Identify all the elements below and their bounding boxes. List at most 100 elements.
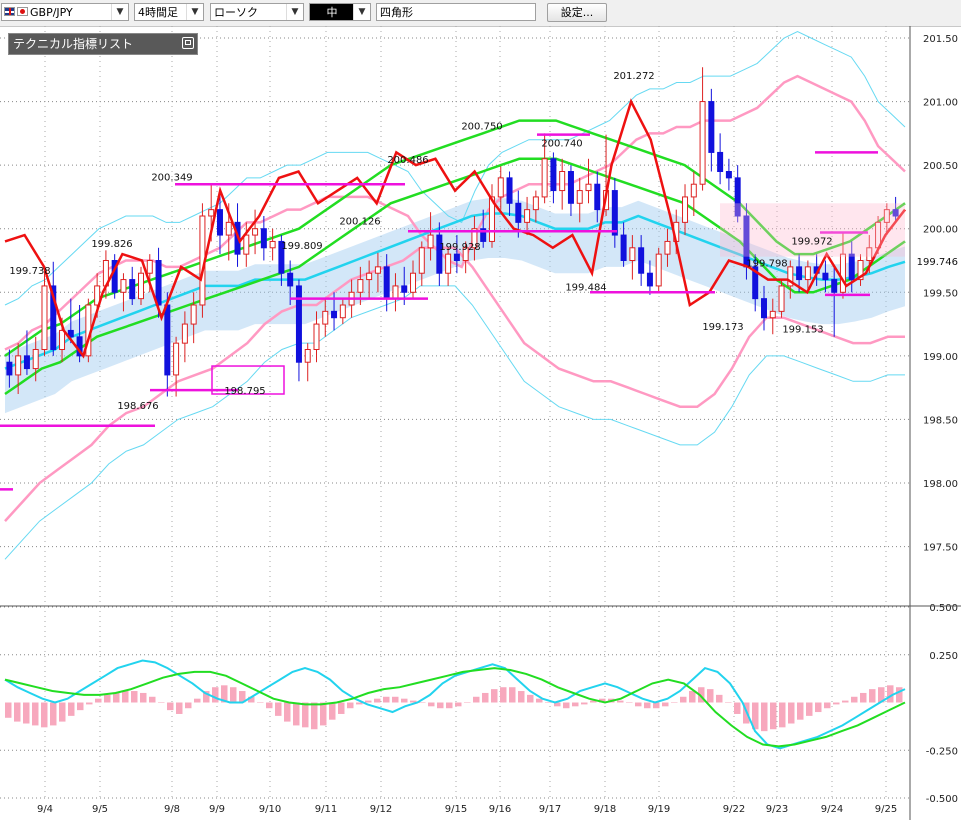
chevron-down-icon[interactable]: ▼ (186, 4, 203, 20)
chevron-down-icon[interactable]: ▼ (353, 4, 370, 20)
macd-histogram-bar (464, 702, 471, 703)
flag-jp-icon (17, 7, 28, 16)
macd-histogram-bar (95, 698, 102, 703)
macd-histogram-bar (59, 702, 66, 722)
candle-body (190, 304, 197, 325)
candle-body (682, 196, 689, 223)
macd-histogram-bar (563, 702, 570, 709)
macd-histogram-bar (248, 696, 255, 703)
macd-histogram-bar (653, 702, 660, 709)
macd-histogram-bar (500, 687, 507, 703)
y-tick-label: 200.50 (923, 161, 958, 172)
macd-histogram-bar (572, 702, 579, 707)
candle-body (6, 361, 13, 376)
macd-histogram-bar (392, 696, 399, 703)
macd-histogram-bar (599, 698, 606, 703)
price-annotation: 199.798 (746, 258, 787, 269)
candle-body (515, 202, 522, 223)
candle-body (94, 285, 101, 306)
candle-body (366, 272, 373, 281)
macd-histogram-bar (509, 687, 516, 703)
macd-histogram-bar (590, 700, 597, 703)
settings-button[interactable]: 設定... (547, 3, 607, 22)
macd-histogram-bar (356, 702, 363, 705)
indicator-list-panel[interactable]: テクニカル指標リスト (8, 33, 198, 55)
candle-body (567, 171, 574, 204)
candle-body (883, 209, 890, 223)
candle-body (752, 266, 759, 300)
macd-histogram-bar (860, 692, 867, 703)
macd-histogram-bar (212, 687, 219, 703)
candle-body (822, 272, 829, 281)
candle-body (866, 247, 873, 262)
candle-body (208, 209, 215, 217)
price-annotation: 199.972 (791, 236, 832, 247)
macd-histogram-bar (545, 702, 552, 703)
candle-body (243, 234, 250, 255)
candle-body (506, 177, 513, 204)
y-tick-label: 198.50 (923, 415, 958, 426)
macd-histogram-bar (698, 687, 705, 703)
line-width-select[interactable]: 中 ▼ (309, 3, 371, 21)
macd-histogram-bar (617, 700, 624, 703)
timeframe-select[interactable]: 4時間足 ▼ (134, 3, 204, 21)
candle-body (892, 209, 899, 217)
candle-body (664, 240, 671, 255)
candle-body (497, 177, 504, 198)
candle-body (725, 171, 732, 179)
x-tick-label: 9/11 (315, 804, 337, 815)
price-annotation: 199.173 (702, 322, 743, 333)
macd-histogram-bar (338, 702, 345, 714)
chevron-down-icon[interactable]: ▼ (111, 4, 128, 20)
macd-histogram-bar (761, 702, 768, 732)
macd-histogram-bar (122, 691, 129, 703)
signal-line (4, 667, 906, 748)
chart-type-label: ローソク (214, 6, 258, 19)
price-annotation: 200.740 (541, 139, 582, 150)
candle-body (313, 323, 320, 351)
macd-tick-label: 0.250 (929, 651, 958, 662)
price-annotation: 200.486 (387, 155, 428, 166)
x-tick-label: 9/25 (875, 804, 897, 815)
candle-body (383, 266, 390, 300)
y-tick-label: 201.50 (923, 34, 958, 45)
candle-body (585, 183, 592, 192)
shape-select[interactable]: 四角形 (376, 3, 536, 21)
macd-histogram-bar (203, 691, 210, 703)
macd-histogram-bar (689, 691, 696, 703)
macd-histogram-bar (806, 702, 813, 716)
macd-histogram-bar (851, 696, 858, 703)
macd-histogram-bar (626, 702, 633, 703)
candle-body (357, 279, 364, 293)
restore-icon[interactable] (182, 37, 194, 49)
candle-body (690, 183, 697, 198)
macd-histogram-bar (221, 685, 228, 703)
macd-histogram-bar (770, 702, 777, 730)
candle-body (831, 279, 838, 293)
symbol-select[interactable]: GBP/JPY ▼ (1, 3, 129, 21)
macd-histogram-bar (365, 700, 372, 703)
chart-type-select[interactable]: ローソク ▼ (210, 3, 304, 21)
candle-body (471, 228, 478, 249)
candle-body (839, 253, 846, 293)
macd-histogram-bar (887, 685, 894, 703)
candle-body (760, 298, 767, 319)
macd-histogram-bar (869, 689, 876, 703)
macd-histogram-bar (842, 700, 849, 703)
macd-histogram-bar (635, 702, 642, 707)
x-tick-label: 9/16 (489, 804, 511, 815)
x-tick-label: 9/24 (821, 804, 843, 815)
macd-histogram-bar (347, 702, 354, 709)
candle-body (620, 234, 627, 261)
macd-histogram-bar (473, 696, 480, 703)
x-tick-label: 9/18 (594, 804, 616, 815)
candle-body (304, 349, 311, 363)
macd-histogram-bar (419, 702, 426, 703)
price-annotation: 199.484 (565, 282, 606, 293)
macd-histogram-bar (680, 696, 687, 703)
macd-histogram-bar (302, 702, 309, 728)
macd-histogram-bar (437, 702, 444, 709)
candle-body (67, 329, 74, 338)
macd-line (4, 659, 906, 750)
chevron-down-icon[interactable]: ▼ (286, 4, 303, 20)
